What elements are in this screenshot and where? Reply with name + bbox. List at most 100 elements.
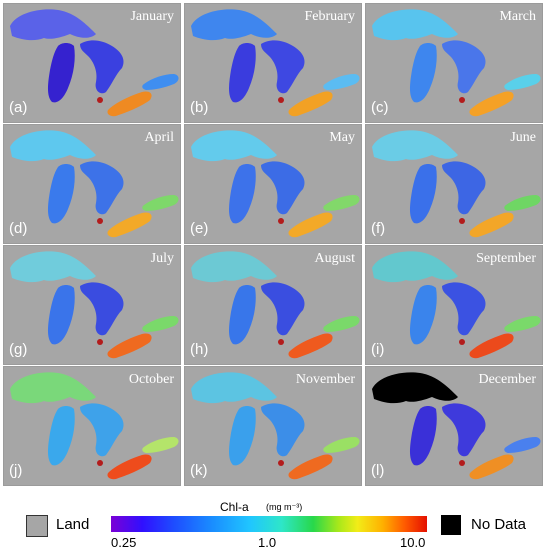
panel-letter: (h) [190,341,209,358]
lake-superior [372,251,458,283]
month-label: January [130,9,174,24]
lake-superior [10,251,96,283]
lake-ontario [142,195,179,211]
lake-erie [107,212,152,238]
lake-huron [442,282,486,336]
month-label: April [144,130,174,145]
month-label: November [295,372,355,387]
map-panel-may: May (e) [184,124,362,244]
lake-michigan [410,406,437,466]
lake-st-clair [459,97,465,103]
great-lakes-map [372,9,541,117]
lake-erie [288,212,333,238]
great-lakes-map [10,251,179,359]
lake-erie [469,212,514,238]
lake-st-clair [459,218,465,224]
lake-superior [191,9,277,41]
lake-erie [469,91,514,117]
lake-erie [469,333,514,359]
map-panel-october: October (j) [3,366,181,486]
lake-superior [10,372,96,404]
lake-huron [80,161,124,215]
lake-huron [80,403,124,457]
no-data-swatch [441,515,461,535]
lake-st-clair [97,460,103,466]
lake-superior [10,130,96,162]
panel-letter: (i) [371,341,385,358]
lake-st-clair [278,218,284,224]
lake-st-clair [278,460,284,466]
lake-michigan [229,285,256,345]
lake-st-clair [97,218,103,224]
panel-letter: (c) [371,99,389,116]
lake-st-clair [278,97,284,103]
month-label: December [478,372,536,387]
lake-st-clair [97,339,103,345]
great-lakes-map [372,372,541,480]
month-label: September [476,251,536,266]
month-label: February [304,9,355,24]
lake-huron [261,40,305,94]
colorbar-title: Chl-a [220,500,249,514]
lake-michigan [48,43,75,103]
legend: Land Chl-a (mg m⁻³) 0.25 1.0 10.0 No Dat… [0,498,543,550]
lake-ontario [504,437,541,453]
map-panel-december: December (l) [365,366,543,486]
panel-letter: (d) [9,220,28,237]
panel-letter: (k) [190,462,208,479]
lake-michigan [48,164,75,224]
lake-ontario [323,74,360,90]
no-data-label: No Data [471,516,527,533]
monthly-chl-map-grid: January (a) February (b) March (c) April (d) May… [3,3,543,486]
land-label: Land [56,516,90,533]
lake-ontario [504,316,541,332]
lake-ontario [504,195,541,211]
lake-michigan [410,43,437,103]
lake-ontario [323,437,360,453]
lake-st-clair [278,339,284,345]
lake-huron [442,161,486,215]
lake-michigan [48,285,75,345]
lake-huron [261,161,305,215]
great-lakes-map [191,372,360,480]
lake-ontario [142,437,179,453]
colorbar-tick-min: 0.25 [111,535,137,550]
land-swatch [26,515,48,537]
lake-huron [261,403,305,457]
great-lakes-map [372,251,541,359]
lake-superior [372,130,458,162]
lake-superior [191,251,277,283]
lake-erie [288,454,333,480]
month-label: March [499,9,536,24]
month-label: July [150,251,174,266]
great-lakes-map [191,130,360,238]
panel-letter: (b) [190,99,209,116]
lake-erie [288,91,333,117]
map-panel-february: February (b) [184,3,362,123]
lake-erie [469,454,514,480]
lake-michigan [229,406,256,466]
month-label: June [510,130,536,145]
lake-superior [191,372,277,404]
lake-michigan [48,406,75,466]
map-panel-july: July (g) [3,245,181,365]
lake-ontario [142,316,179,332]
great-lakes-map [10,372,179,480]
panel-letter: (e) [190,220,209,237]
great-lakes-map [191,9,360,117]
lake-huron [442,40,486,94]
map-panel-june: June (f) [365,124,543,244]
lake-ontario [323,195,360,211]
lake-erie [107,454,152,480]
lake-superior [372,372,458,404]
lake-superior [372,9,458,41]
lake-erie [107,91,152,117]
map-panel-august: August (h) [184,245,362,365]
panel-letter: (g) [9,341,28,358]
lake-ontario [142,74,179,90]
colorbar-units: (mg m⁻³) [266,502,303,512]
colorbar-tick-mid: 1.0 [258,535,277,550]
lake-michigan [229,43,256,103]
great-lakes-map [10,9,179,117]
lake-ontario [504,74,541,90]
